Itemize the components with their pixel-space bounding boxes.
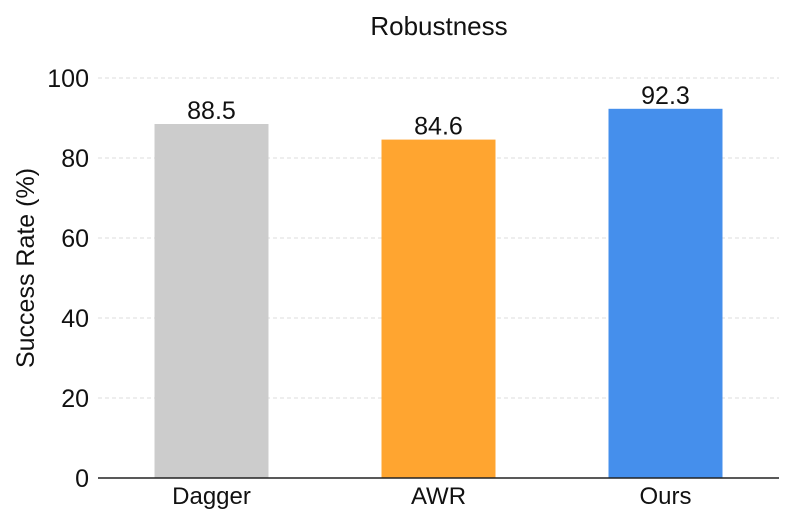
y-tick-label: 40 bbox=[61, 305, 89, 333]
y-tick-label: 60 bbox=[61, 225, 89, 253]
y-tick-label: 20 bbox=[61, 385, 89, 413]
chart-title: Robustness bbox=[370, 11, 507, 41]
bar-value-label: 92.3 bbox=[641, 82, 690, 110]
y-tick-label: 0 bbox=[75, 465, 89, 493]
bar bbox=[154, 124, 269, 478]
y-tick-label: 80 bbox=[61, 145, 89, 173]
labels: 0 20 40 60 80 100 88.5 Dagger 84.6 AWR 92.3 Ours bbox=[47, 65, 691, 510]
y-tick-label: 100 bbox=[47, 65, 89, 93]
bar bbox=[381, 139, 496, 478]
bar-value-label: 84.6 bbox=[414, 113, 463, 141]
bars bbox=[154, 108, 723, 479]
bar-value-label: 88.5 bbox=[187, 97, 236, 125]
bar bbox=[608, 108, 723, 479]
y-axis-label: Success Rate (%) bbox=[12, 168, 40, 368]
x-tick-label: Ours bbox=[639, 483, 691, 510]
x-tick-label: Dagger bbox=[172, 483, 251, 510]
x-tick-label: AWR bbox=[411, 483, 466, 510]
